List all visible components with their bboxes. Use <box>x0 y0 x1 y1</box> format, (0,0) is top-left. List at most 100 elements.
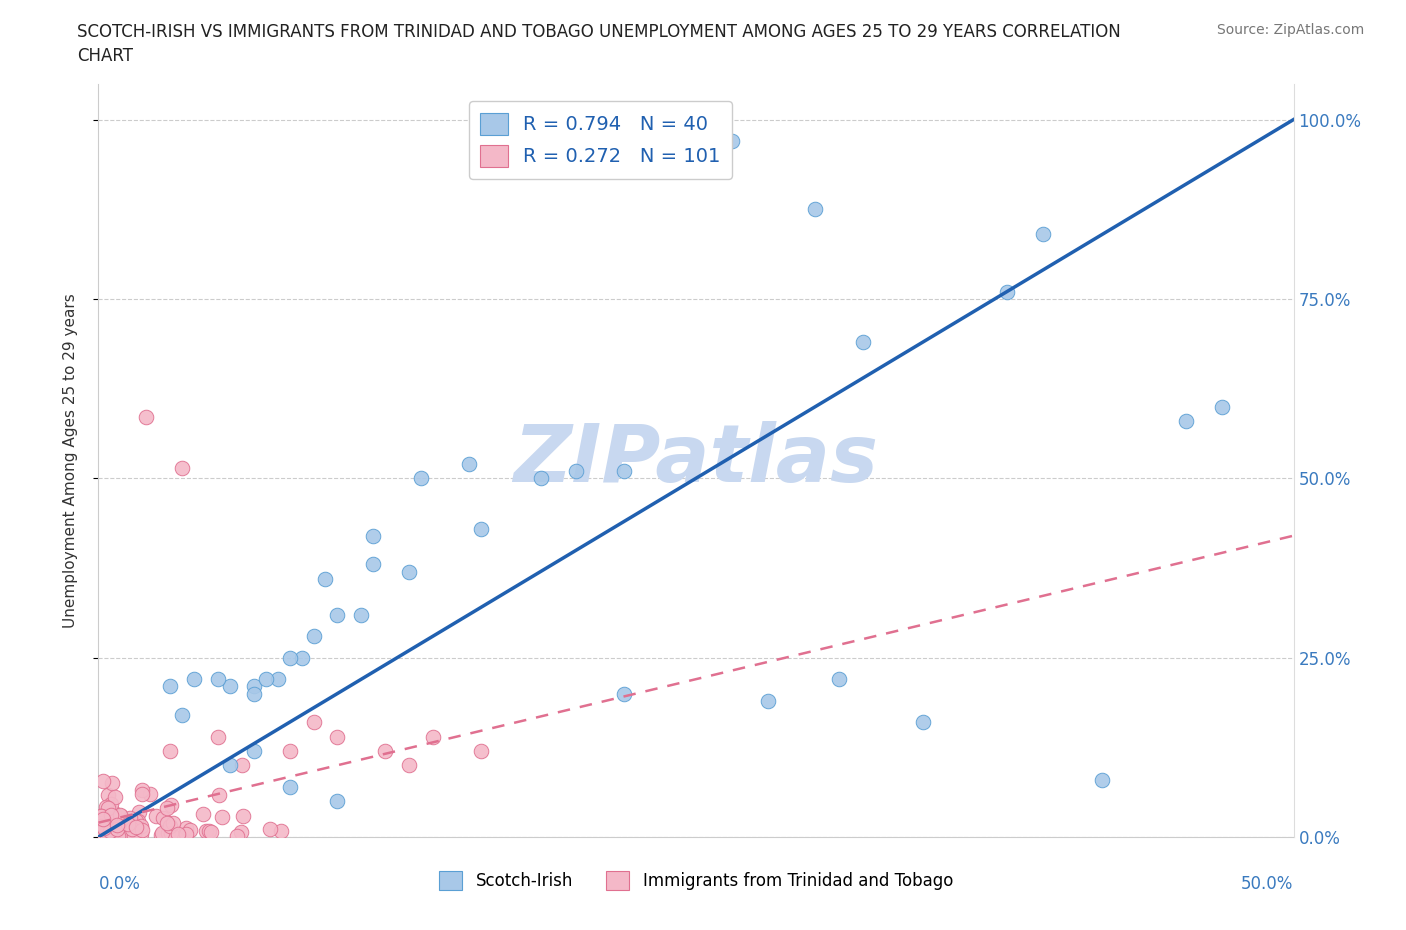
Point <box>207 671 229 686</box>
Point <box>90 816 112 830</box>
Point <box>374 743 396 758</box>
Point <box>104 790 127 804</box>
Point <box>278 779 301 794</box>
Point <box>96 820 118 835</box>
Point <box>115 829 138 844</box>
Point <box>90 808 112 823</box>
Point <box>828 671 851 686</box>
Point <box>105 817 128 832</box>
Point <box>110 808 132 823</box>
Point <box>363 557 385 572</box>
Point <box>1032 227 1054 242</box>
Point <box>124 814 146 829</box>
Point <box>530 471 553 485</box>
Point <box>105 821 128 836</box>
Point <box>124 829 146 844</box>
Point <box>97 801 120 816</box>
Point <box>315 571 337 586</box>
Point <box>135 410 157 425</box>
Point <box>243 679 266 694</box>
Point <box>193 807 215 822</box>
Point <box>1211 399 1233 414</box>
Point <box>156 816 179 830</box>
Point <box>107 828 129 843</box>
Point <box>139 786 162 801</box>
Point <box>127 814 149 829</box>
Point <box>458 457 481 472</box>
Point <box>118 811 141 826</box>
Point <box>98 823 121 838</box>
Point <box>90 814 112 829</box>
Point <box>176 827 198 842</box>
Point <box>112 829 135 844</box>
Point <box>103 829 125 844</box>
Point <box>129 827 152 842</box>
Point <box>152 811 174 826</box>
Point <box>150 826 173 841</box>
Point <box>100 797 122 812</box>
Point <box>149 828 172 843</box>
Point <box>91 822 114 837</box>
Point <box>159 818 181 833</box>
Point <box>613 464 636 479</box>
Point <box>208 788 231 803</box>
Point <box>270 824 292 839</box>
Point <box>172 460 194 475</box>
Point <box>162 816 184 830</box>
Point <box>326 607 349 622</box>
Point <box>96 820 118 835</box>
Point <box>302 715 325 730</box>
Point <box>470 521 492 536</box>
Point <box>756 693 779 708</box>
Point <box>91 774 114 789</box>
Point <box>103 805 125 820</box>
Point <box>302 629 325 644</box>
Text: Source: ZipAtlas.com: Source: ZipAtlas.com <box>1216 23 1364 37</box>
Point <box>219 758 242 773</box>
Point <box>131 818 153 833</box>
Point <box>226 829 249 844</box>
Point <box>114 829 136 844</box>
Point <box>183 671 205 686</box>
Point <box>363 528 385 543</box>
Point <box>91 827 114 842</box>
Point <box>278 650 301 665</box>
Point <box>100 824 122 839</box>
Point <box>101 776 124 790</box>
Point <box>117 817 139 831</box>
Point <box>350 607 373 622</box>
Point <box>231 824 253 839</box>
Point <box>159 743 181 758</box>
Point <box>131 822 153 837</box>
Point <box>398 758 420 773</box>
Y-axis label: Unemployment Among Ages 25 to 29 years: Unemployment Among Ages 25 to 29 years <box>63 293 77 628</box>
Point <box>91 812 114 827</box>
Point <box>125 822 148 837</box>
Point <box>254 671 277 686</box>
Point <box>200 825 222 840</box>
Point <box>117 829 139 844</box>
Point <box>110 809 132 824</box>
Point <box>159 826 181 841</box>
Point <box>107 819 129 834</box>
Point <box>326 729 349 744</box>
Point <box>156 801 179 816</box>
Point <box>100 829 122 844</box>
Point <box>128 804 150 819</box>
Point <box>852 335 875 350</box>
Point <box>326 793 349 808</box>
Point <box>804 202 827 217</box>
Point <box>613 686 636 701</box>
Point <box>94 823 117 838</box>
Point <box>1091 772 1114 787</box>
Point <box>259 822 281 837</box>
Point <box>176 820 198 835</box>
Point <box>96 800 118 815</box>
Point <box>232 808 254 823</box>
Legend: Scotch-Irish, Immigrants from Trinidad and Tobago: Scotch-Irish, Immigrants from Trinidad a… <box>432 864 960 897</box>
Point <box>207 729 229 744</box>
Text: ZIPatlas: ZIPatlas <box>513 421 879 499</box>
Point <box>995 285 1018 299</box>
Text: SCOTCH-IRISH VS IMMIGRANTS FROM TRINIDAD AND TOBAGO UNEMPLOYMENT AMONG AGES 25 T: SCOTCH-IRISH VS IMMIGRANTS FROM TRINIDAD… <box>77 23 1121 65</box>
Point <box>160 798 183 813</box>
